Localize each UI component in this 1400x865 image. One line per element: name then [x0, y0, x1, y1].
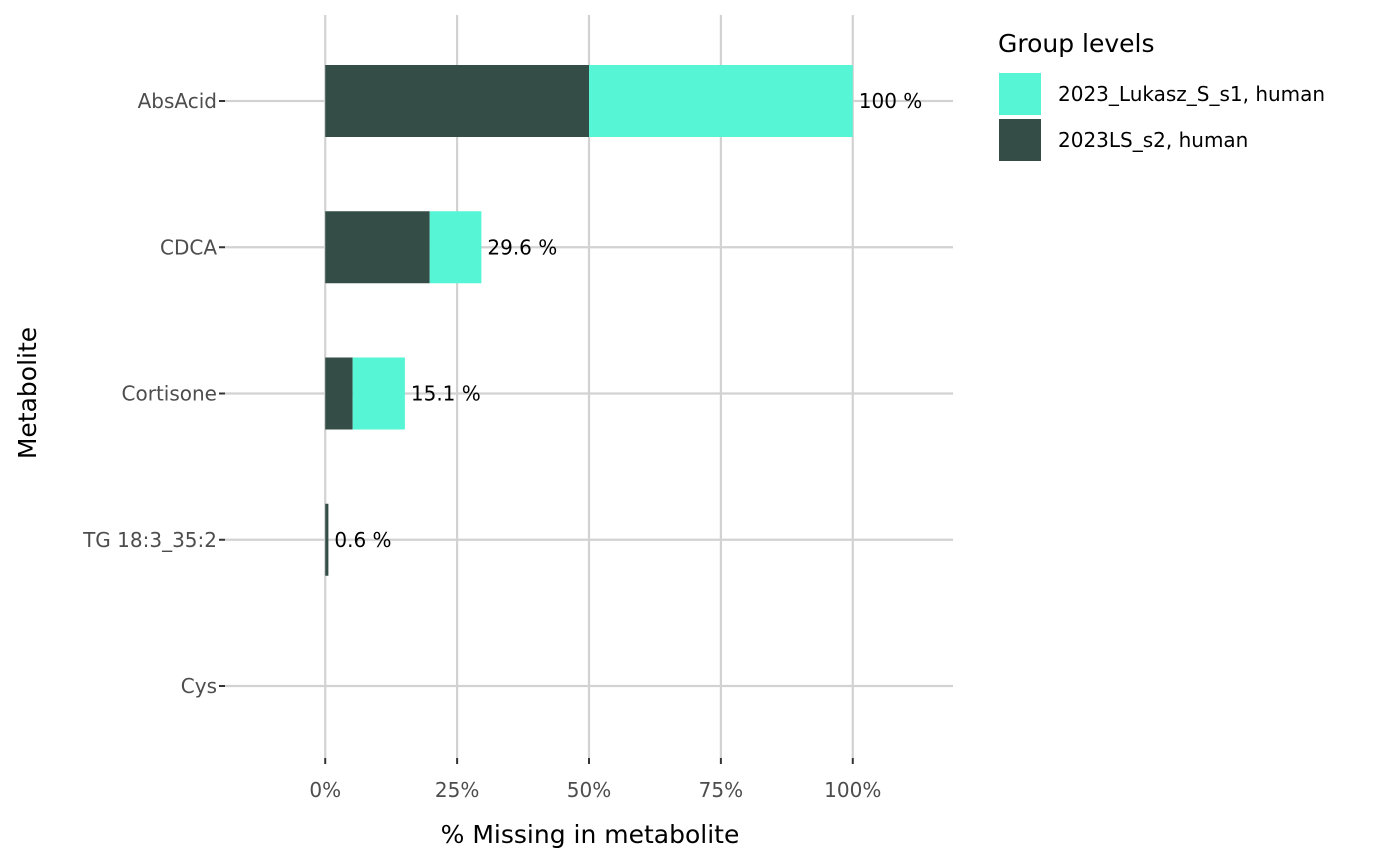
legend-label: 2023_Lukasz_S_s1, human	[1058, 82, 1325, 106]
bar-segment	[325, 357, 353, 430]
data-label: 29.6 %	[487, 235, 557, 259]
bar-segment	[325, 211, 430, 284]
x-tick-label: 75%	[699, 778, 743, 802]
legend-swatch	[999, 73, 1041, 115]
bar-segment	[325, 503, 329, 576]
legend-title: Group levels	[998, 29, 1155, 58]
data-label: 15.1 %	[411, 382, 481, 406]
bar-segment	[589, 65, 853, 137]
x-axis-title: % Missing in metabolite	[441, 820, 740, 849]
axes: 0% 25% 50% 75% 100% AbsAcid CDCA Cortisone TG 18…	[82, 89, 881, 802]
legend-label: 2023LS_s2, human	[1058, 128, 1248, 152]
bar-segment	[429, 211, 482, 284]
x-tick-label: 25%	[435, 778, 479, 802]
y-axis-title: Metabolite	[13, 327, 42, 459]
data-labels: 100 % 29.6 % 15.1 % 0.6 %	[334, 89, 922, 552]
x-tick-label: 50%	[567, 778, 611, 802]
y-tick-label: AbsAcid	[138, 89, 217, 113]
bars	[325, 65, 853, 576]
x-tick-label: 0%	[309, 778, 341, 802]
legend-swatch	[999, 119, 1041, 161]
data-label: 0.6 %	[334, 528, 391, 552]
legend: Group levels 2023_Lukasz_S_s1, human 2023…	[998, 29, 1325, 161]
x-tick-label: 100%	[824, 778, 881, 802]
y-tick-label: TG 18:3_35:2	[82, 528, 217, 552]
y-tick-label: CDCA	[160, 235, 217, 259]
y-tick-label: Cortisone	[122, 382, 217, 406]
y-tick-label: Cys	[181, 674, 217, 698]
bar-segment	[352, 357, 405, 430]
data-label: 100 %	[859, 89, 923, 113]
bar-segment	[325, 65, 589, 137]
